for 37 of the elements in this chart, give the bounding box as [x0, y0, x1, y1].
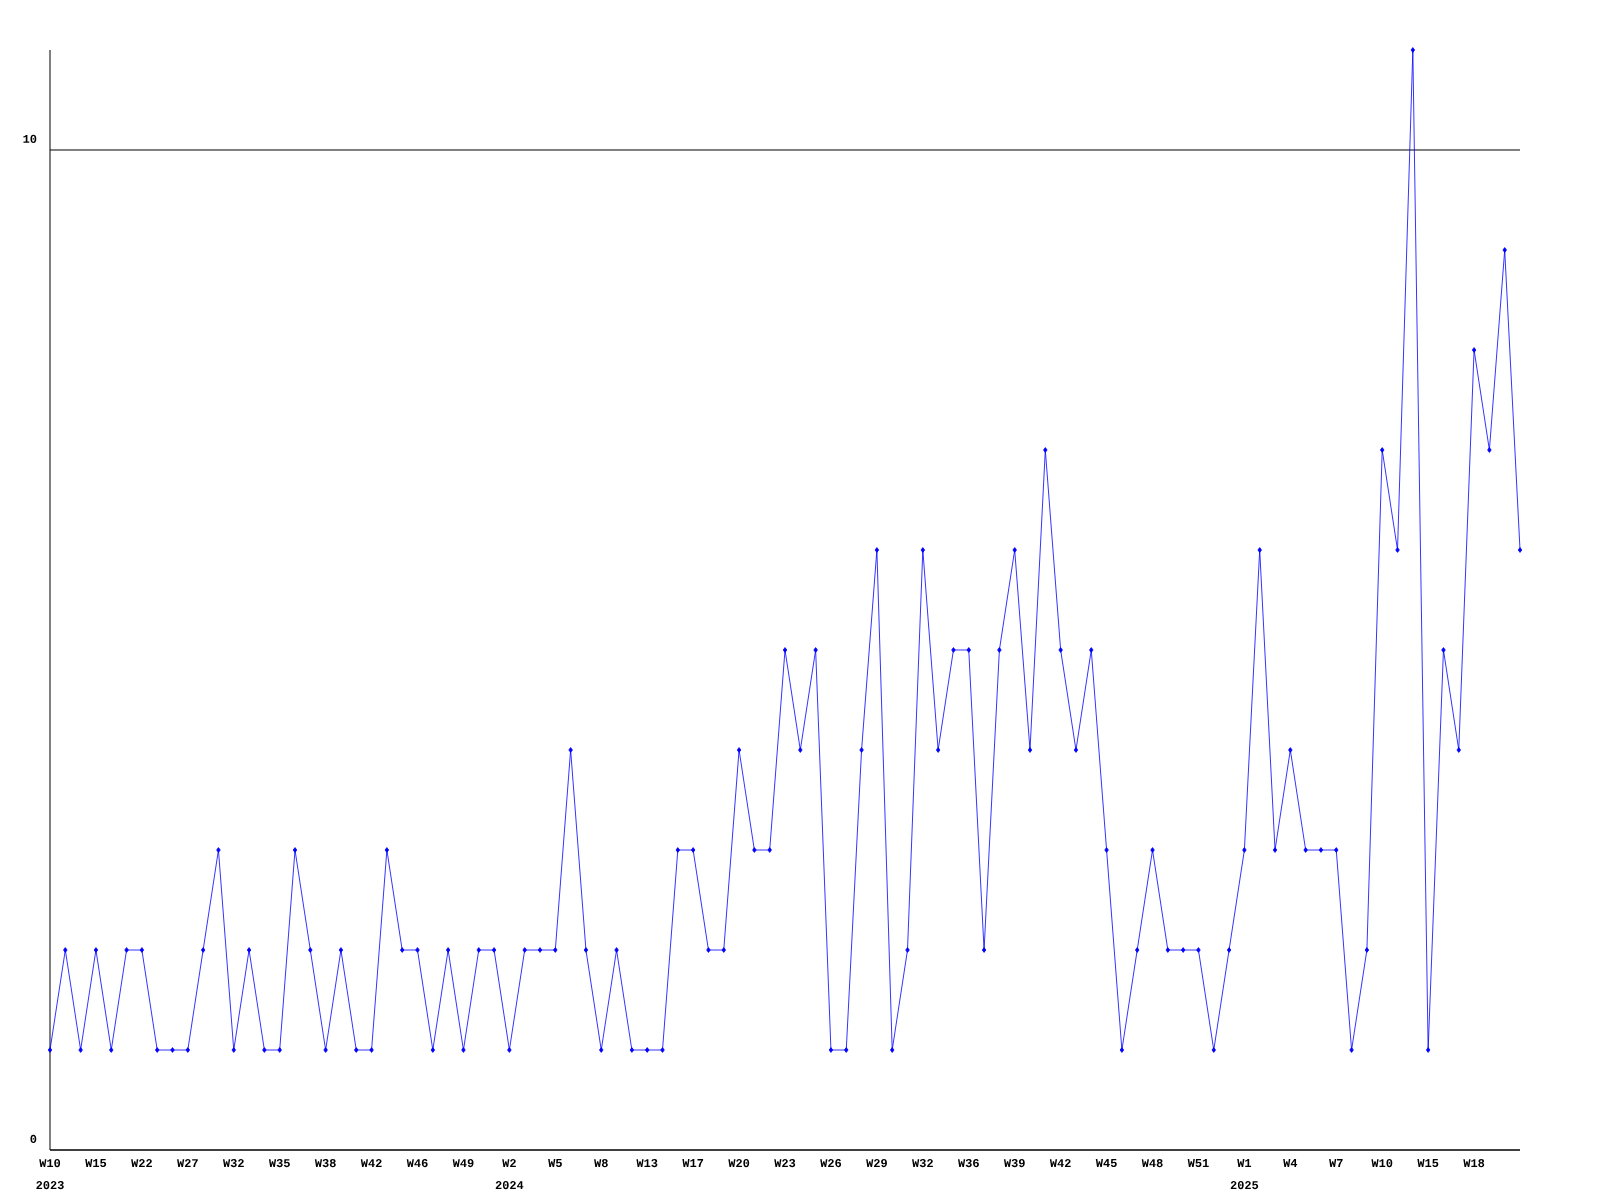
x-tick-label: W13 [636, 1159, 658, 1168]
x-tick-label: W39 [1003, 1159, 1025, 1168]
x-tick-label: W2 [502, 1159, 516, 1168]
x-tick-label: W36 [958, 1159, 979, 1168]
x-tick-label: W46 [406, 1159, 428, 1168]
x-tick-label: W45 [1095, 1159, 1117, 1168]
x-tick-label: W32 [912, 1159, 933, 1168]
x-tick-label: W23 [774, 1159, 796, 1168]
x-tick-label: W26 [820, 1159, 842, 1168]
x-tick-label: W27 [177, 1159, 198, 1168]
x-tick-label: W51 [1187, 1159, 1209, 1168]
x-tick-label: W15 [1417, 1159, 1439, 1168]
x-tick-label: W42 [360, 1159, 382, 1168]
y-tick-label: 10 [23, 134, 37, 143]
x-tick-label: W18 [1463, 1159, 1485, 1168]
text: 2025 [1230, 1181, 1259, 1190]
x-tick-label: W15 [85, 1159, 107, 1168]
text: 2024 [495, 1181, 524, 1190]
x-tick-label: W49 [452, 1159, 474, 1168]
x-tick-label: W1 [1237, 1159, 1252, 1167]
x-tick-label: W7 [1329, 1159, 1343, 1167]
x-tick-label: W42 [1049, 1159, 1071, 1168]
x-tick-label: W29 [866, 1159, 887, 1168]
x-tick-label: W4 [1283, 1159, 1298, 1167]
text: 2023 [36, 1181, 64, 1190]
x-tick-label: W8 [594, 1159, 608, 1168]
x-tick-label: W10 [1371, 1159, 1393, 1168]
x-tick-label: W32 [222, 1159, 244, 1168]
x-tick-label: W10 [39, 1159, 61, 1168]
x-tick-label: W5 [548, 1159, 562, 1168]
x-tick-label: W20 [728, 1159, 750, 1168]
x-tick-label: W35 [268, 1159, 290, 1168]
x-tick-label: W48 [1141, 1159, 1163, 1168]
x-tick-label: W17 [682, 1159, 704, 1167]
x-tick-label: W38 [314, 1159, 336, 1168]
y-tick-label: 0 [30, 1134, 37, 1143]
x-tick-label: W22 [131, 1159, 152, 1168]
